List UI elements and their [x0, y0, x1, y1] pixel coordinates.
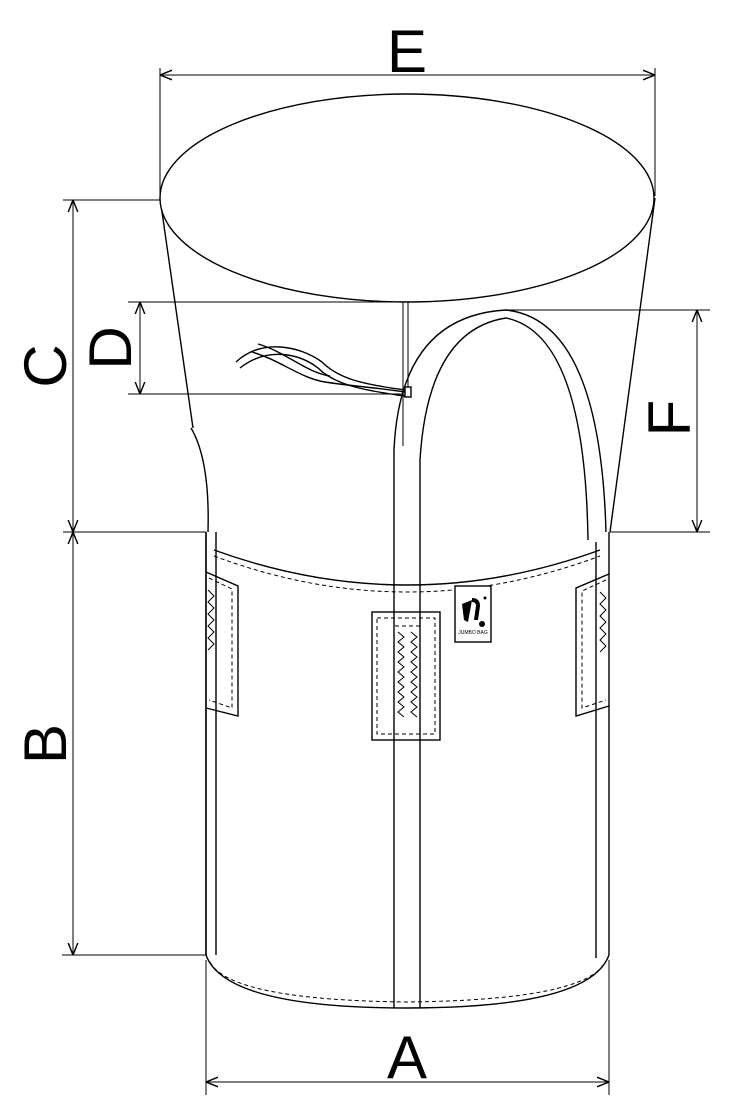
tie-string — [235, 343, 412, 398]
product-tag: JUMBO BAG — [454, 585, 492, 643]
dimension-a: A — [205, 960, 610, 1095]
tag-text: JUMBO BAG — [458, 630, 488, 636]
label-e: E — [387, 18, 427, 85]
label-f: F — [636, 400, 703, 437]
dimension-c: C — [12, 199, 206, 533]
lift-loops — [205, 309, 607, 1008]
label-a: A — [387, 1024, 427, 1091]
dimension-b: B — [12, 532, 206, 956]
loop-patches — [205, 571, 610, 741]
label-c: C — [12, 344, 79, 387]
dimension-e: E — [159, 18, 656, 196]
dimension-f: F — [506, 309, 710, 533]
label-b: B — [12, 724, 79, 764]
label-d: D — [77, 326, 144, 369]
top-skirt — [159, 93, 656, 533]
dimension-d: D — [77, 301, 404, 395]
bag-body — [205, 532, 610, 1009]
top-opening-ellipse — [159, 93, 655, 303]
